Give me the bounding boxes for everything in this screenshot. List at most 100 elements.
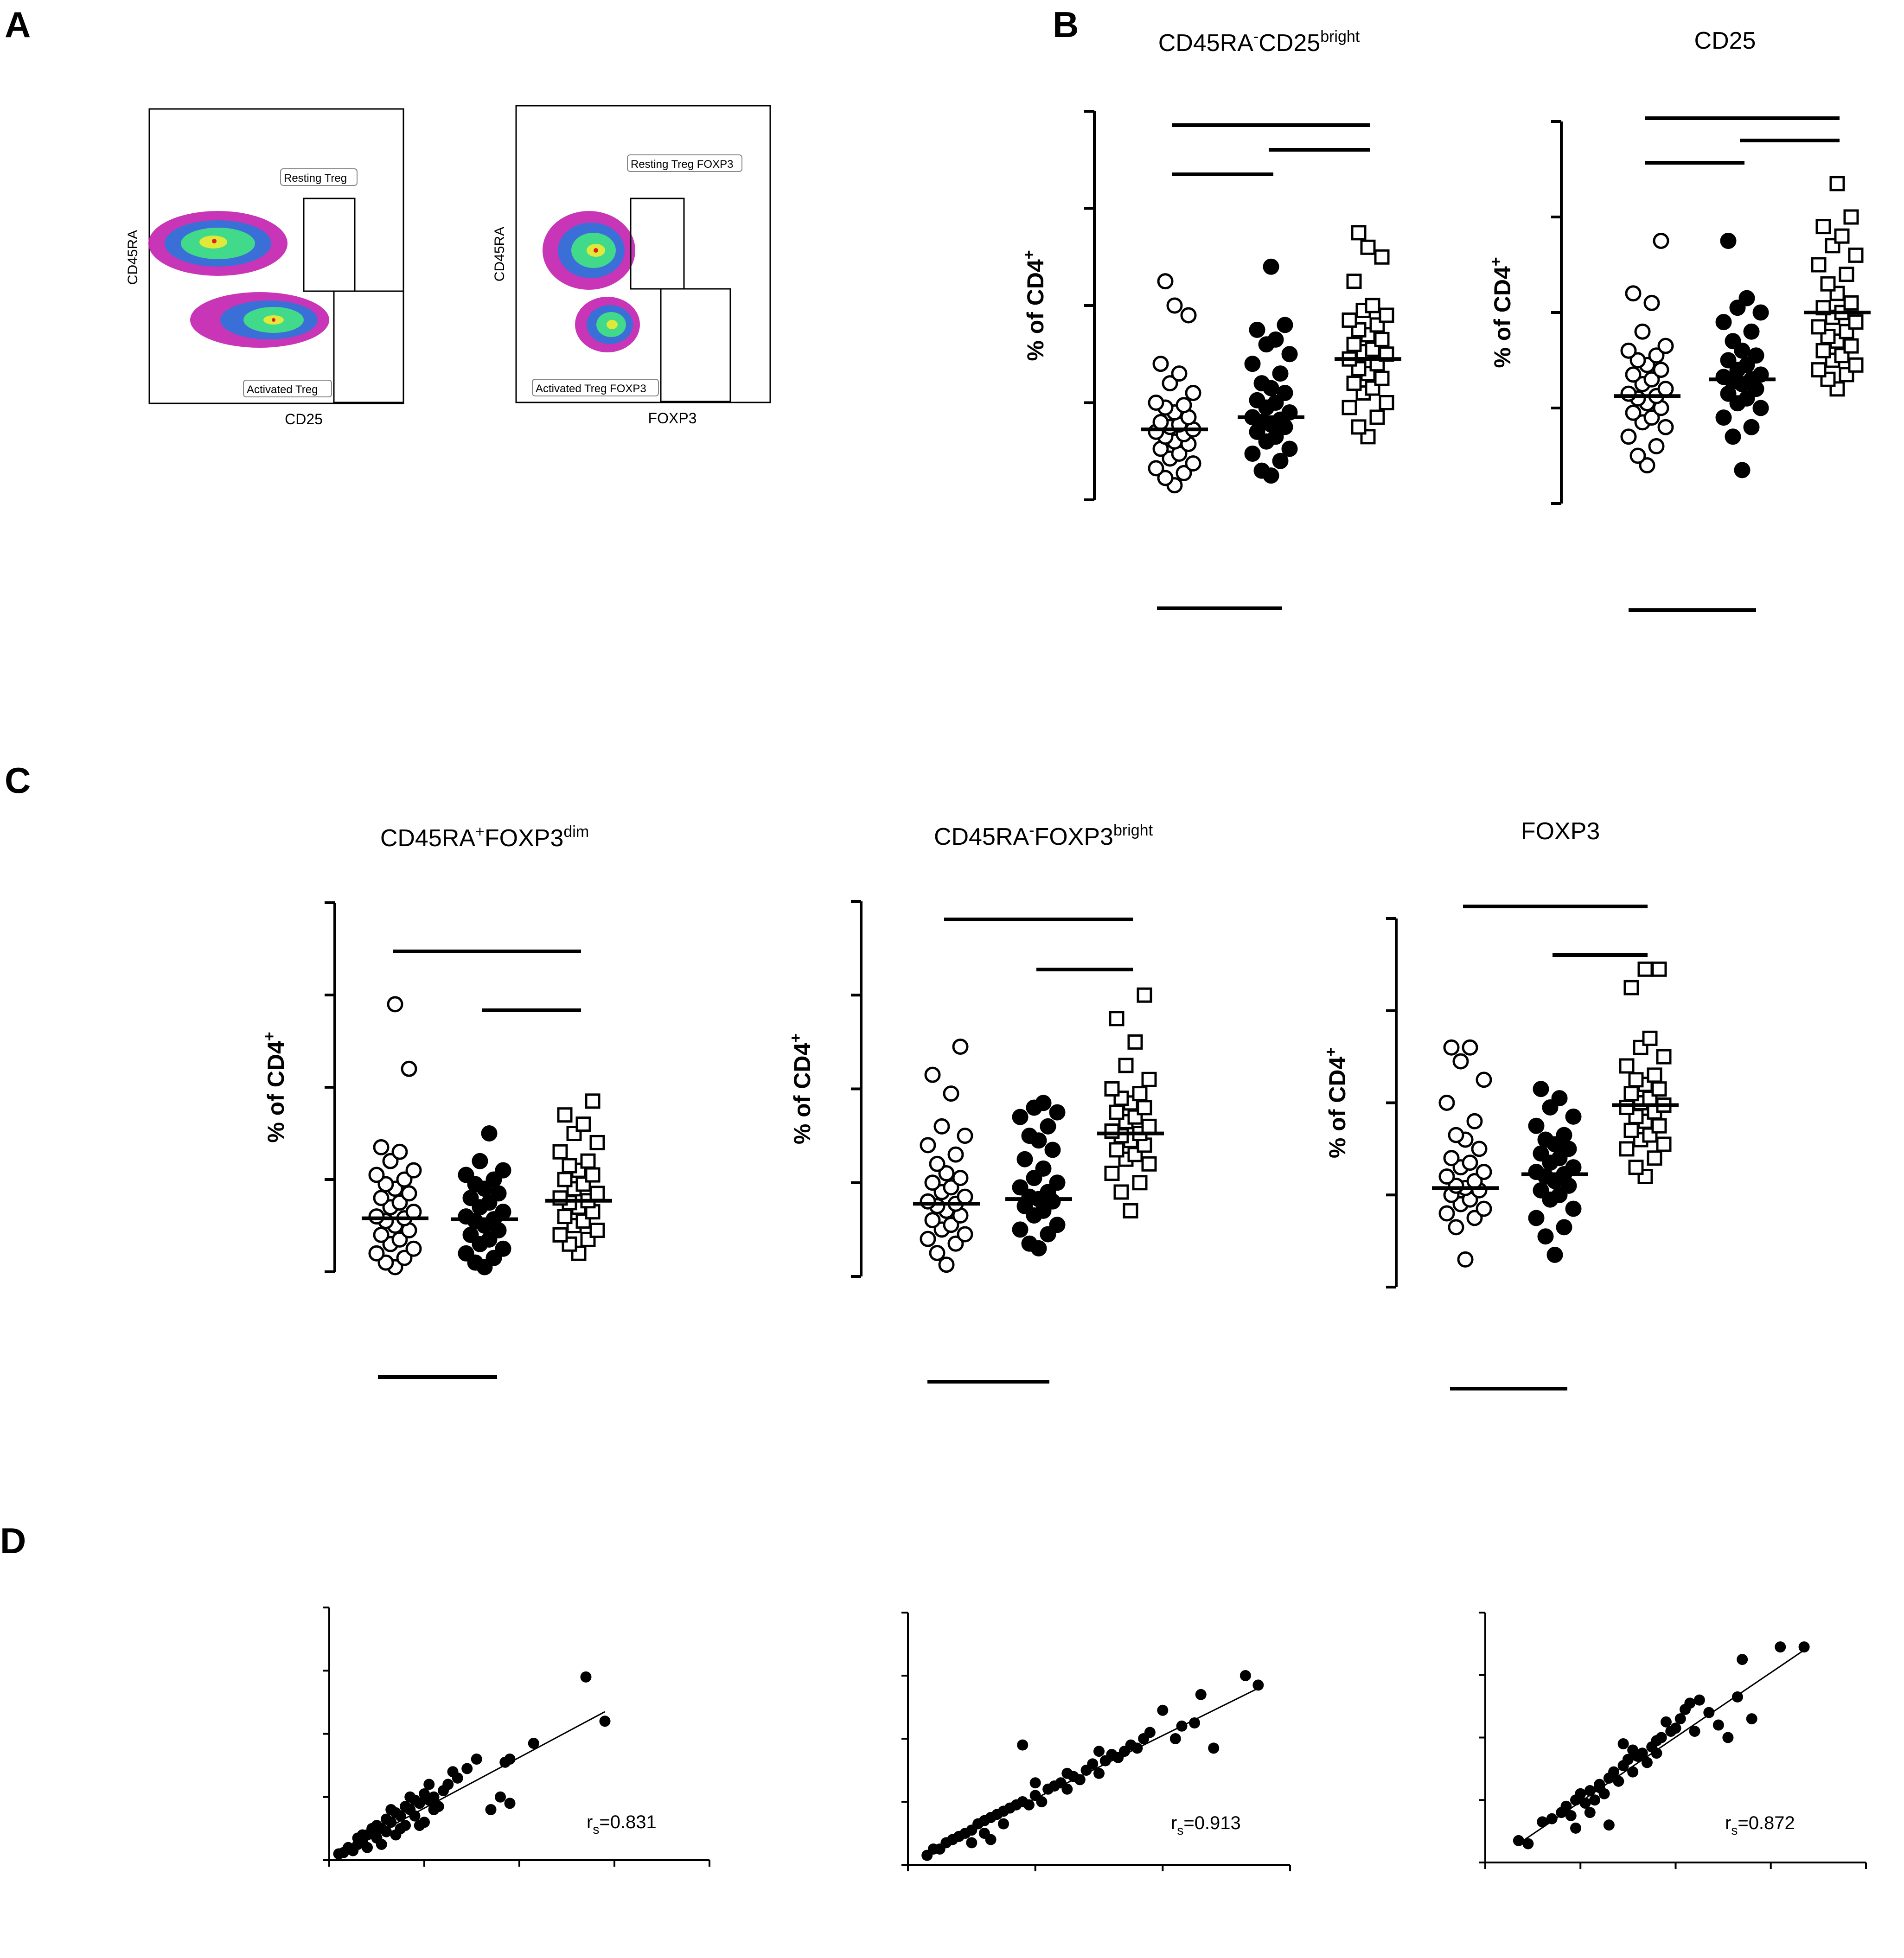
data-point-control [1342, 400, 1357, 415]
data-point-on [1044, 1142, 1061, 1158]
data-point-control [1141, 1118, 1157, 1134]
data-point-off [1653, 233, 1669, 249]
data-point-control [1141, 1156, 1157, 1172]
data-point-off [924, 1066, 941, 1083]
data-point [1608, 1766, 1620, 1778]
data-point-off [1620, 385, 1637, 402]
gate-label-activated: Activated Treg [247, 383, 318, 396]
data-point-control [1137, 987, 1152, 1003]
data-point [423, 1779, 435, 1790]
data-point-on [1752, 400, 1769, 416]
data-point-control [1360, 239, 1376, 255]
data-point-on [1725, 333, 1741, 350]
panel-letter-a: A [5, 4, 31, 45]
data-point-control [1815, 343, 1831, 358]
data-point-on [1537, 1131, 1554, 1148]
data-point-control [1834, 228, 1850, 244]
data-point-control [1109, 1142, 1125, 1158]
flow-plot-frame [148, 108, 404, 404]
data-point-off [1152, 356, 1169, 372]
data-point-off [924, 1212, 941, 1229]
data-point-off [1443, 1150, 1460, 1167]
data-point-on [1556, 1219, 1572, 1236]
flow-plot-1: Resting Treg Activated Treg CD45RA CD25 [125, 108, 404, 427]
data-point-control [1623, 1123, 1639, 1138]
data-point-on [1040, 1118, 1056, 1135]
data-point-on [486, 1250, 502, 1266]
data-point-off [1620, 428, 1637, 445]
correlation-label: rs=0.872 [1725, 1813, 1795, 1837]
data-point [966, 1837, 978, 1849]
data-point-control [557, 1209, 573, 1225]
data-point [1622, 1754, 1634, 1765]
data-point-control [1811, 319, 1827, 335]
data-point-off [1148, 395, 1164, 411]
data-point [1651, 1748, 1662, 1759]
data-point-control [1651, 1118, 1667, 1134]
data-point [1513, 1835, 1524, 1846]
data-point-off [1643, 294, 1660, 311]
data-point-on [1528, 1117, 1545, 1134]
data-point-control [1843, 295, 1859, 311]
data-point-control [1628, 1160, 1644, 1175]
data-point [504, 1798, 516, 1809]
data-point-off [1185, 455, 1201, 472]
data-point-control [1637, 961, 1653, 977]
data-point-off [920, 1137, 936, 1154]
data-point-off [377, 1254, 394, 1271]
data-point-control [562, 1158, 577, 1174]
data-point-on [1049, 1217, 1066, 1233]
gate-resting [303, 198, 356, 292]
data-point [1589, 1794, 1601, 1806]
data-point-on [1715, 409, 1732, 426]
data-point-control [1141, 1071, 1157, 1087]
data-point-off [382, 1153, 399, 1169]
data-point [442, 1779, 454, 1790]
data-point-off [373, 1226, 390, 1243]
data-point-off [1185, 385, 1201, 402]
data-point [381, 1826, 392, 1837]
data-point-off [1625, 285, 1642, 302]
data-point [366, 1823, 378, 1834]
data-point-on [1021, 1235, 1038, 1252]
data-point-off [1625, 366, 1642, 383]
data-point-on [1546, 1246, 1563, 1263]
data-point [1252, 1679, 1264, 1691]
chart-d-total-correlation: rs=0.872 [1479, 1612, 1867, 1869]
data-point-control [557, 1172, 573, 1187]
data-point-on [1748, 347, 1764, 364]
data-point-on [1738, 357, 1755, 373]
data-point-control [1379, 307, 1394, 323]
chart-c-resting-treg: CD45RA+FOXP3dim % of CD4+ [261, 823, 612, 1379]
data-point-off [1176, 397, 1192, 414]
gate-resting [630, 198, 685, 290]
data-point [1737, 1654, 1748, 1665]
data-point-off [1448, 1127, 1464, 1143]
data-point [978, 1828, 990, 1839]
data-point-off [1457, 1251, 1474, 1268]
data-point [471, 1754, 482, 1765]
flow-ylabel: CD45RA [492, 227, 507, 281]
data-point-on [462, 1190, 479, 1206]
data-point-control [1642, 1030, 1658, 1046]
data-point-off [396, 1171, 413, 1188]
data-point-on [1738, 290, 1755, 306]
data-point-on [1551, 1150, 1568, 1167]
data-point-on [1040, 1226, 1056, 1243]
data-point-on [490, 1185, 507, 1202]
data-point-control [1104, 1081, 1120, 1097]
data-point-off [1657, 381, 1674, 397]
data-point-off [929, 1244, 946, 1261]
data-point-control [1656, 1049, 1672, 1065]
data-point [385, 1804, 397, 1815]
data-point-on [1049, 1174, 1066, 1191]
data-point-off [957, 1226, 973, 1243]
data-point-control [575, 1116, 591, 1132]
data-point [998, 1818, 1009, 1830]
data-point [599, 1716, 611, 1727]
data-point-off [952, 1170, 969, 1186]
data-point [1208, 1742, 1220, 1754]
data-point [1603, 1819, 1615, 1831]
data-point-control [1342, 312, 1357, 328]
data-point-off [1171, 365, 1188, 382]
